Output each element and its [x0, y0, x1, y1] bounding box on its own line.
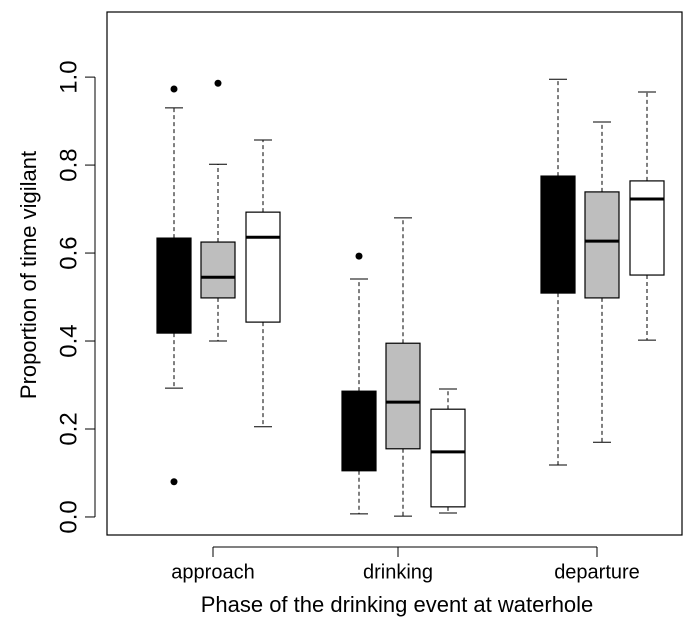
x-tick-label: departure — [554, 561, 640, 583]
box — [430, 408, 466, 508]
x-tick-label: approach — [171, 561, 254, 583]
box — [629, 180, 665, 276]
plot-frame — [106, 11, 683, 536]
outlier — [214, 79, 222, 87]
box — [584, 191, 620, 299]
y-tick-label: 1.0 — [55, 60, 82, 93]
y-tick-label: 0.8 — [55, 148, 82, 181]
box — [200, 241, 236, 299]
y-tick-label: 0.6 — [55, 236, 82, 269]
x-tick-label: drinking — [363, 561, 433, 583]
box — [245, 211, 281, 323]
y-axis-label: Proportion of time vigilant — [16, 151, 41, 399]
box — [385, 342, 421, 450]
outlier — [170, 478, 178, 486]
outlier — [355, 252, 363, 260]
y-tick-label: 0.0 — [55, 500, 82, 533]
y-tick-label: 0.4 — [55, 324, 82, 357]
box — [341, 390, 377, 472]
box — [156, 237, 192, 334]
y-tick-label: 0.2 — [55, 412, 82, 445]
outlier — [170, 85, 178, 93]
x-axis-label: Phase of the drinking event at waterhole — [201, 592, 594, 617]
